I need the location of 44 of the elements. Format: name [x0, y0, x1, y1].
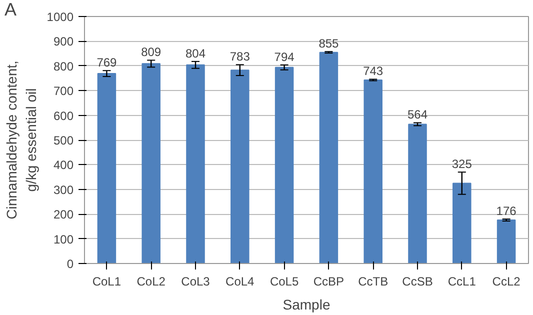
data-label: 564	[407, 108, 428, 122]
x-tick-label: CcL2	[492, 274, 521, 288]
bar	[408, 124, 427, 264]
data-label: 325	[452, 157, 472, 172]
y-tick-label: 600	[53, 108, 74, 123]
y-tick-label: 900	[53, 34, 74, 49]
x-tick-label: CoL4	[226, 274, 255, 288]
bar	[274, 66, 294, 264]
data-label: 855	[318, 36, 340, 51]
x-tick-label: CoL3	[181, 274, 210, 288]
x-tick-label: CcTB	[358, 274, 388, 288]
data-label: 804	[185, 46, 206, 60]
bar	[452, 182, 472, 264]
x-tick-label: CoL2	[136, 274, 166, 288]
data-label: 809	[141, 45, 162, 60]
data-label: 743	[363, 64, 384, 78]
x-tick-label: CcSB	[402, 274, 433, 288]
bar	[186, 64, 205, 264]
x-axis-title: Sample	[282, 296, 330, 312]
bar	[496, 220, 516, 264]
bar	[319, 52, 338, 264]
bar	[142, 63, 160, 264]
text: A	[4, 0, 17, 20]
y-tick-label: 1000	[46, 10, 74, 24]
y-tick-label: 0	[66, 257, 74, 271]
data-label: 794	[274, 50, 295, 64]
x-tick-label: CcBP	[313, 274, 344, 288]
y-tick-label: 200	[53, 208, 74, 222]
y-tick-label: 700	[53, 84, 74, 98]
bar	[364, 79, 382, 264]
data-label: 783	[230, 50, 250, 64]
y-tick-label: 300	[53, 182, 74, 197]
y-tick-label: 500	[53, 134, 74, 148]
bar	[230, 70, 250, 264]
x-tick-label: CoL1	[92, 274, 122, 288]
bar	[97, 73, 116, 264]
y-tick-label: 800	[53, 59, 74, 74]
y-tick-label: 100	[53, 232, 74, 246]
x-tick-label: CoL5	[270, 274, 299, 288]
data-label: 769	[96, 56, 118, 70]
y-tick-label: 400	[53, 158, 74, 172]
x-tick-label: CcL1	[448, 274, 476, 288]
y-axis-title: Cinnamaldehyde content, g/kg essential oil	[4, 60, 39, 220]
data-label: 176	[496, 204, 517, 218]
